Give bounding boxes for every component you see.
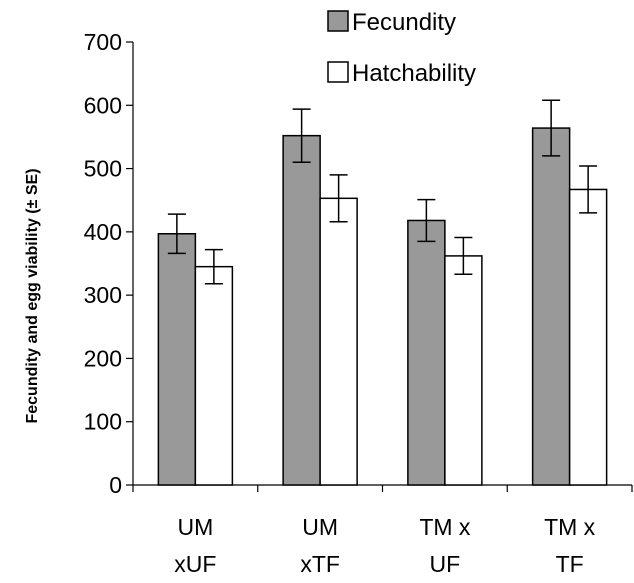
x-category-label-2-line-0: TM x [419, 514, 471, 540]
y-tick-label: 100 [84, 409, 122, 435]
legend-swatch-hatchability [327, 61, 349, 83]
x-category-label-0-line-1: xUF [174, 551, 216, 577]
bar-hatchability-1 [319, 197, 358, 486]
y-tick-label: 700 [84, 29, 122, 55]
y-tick-label: 200 [84, 345, 122, 371]
x-category-label-3-line-0: TM x [544, 514, 596, 540]
legend-label-fecundity: Fecundity [352, 9, 456, 36]
y-tick-label: 600 [84, 92, 122, 118]
x-category-label-1-line-0: UM [302, 514, 338, 540]
bar-fecundity-0 [157, 233, 197, 486]
bar-hatchability-0 [194, 265, 234, 486]
plot-area: 0 100 200 300 400 500 600 700 UM xUF UM xTF TM x UF TM… [84, 29, 633, 577]
y-tick-label: 0 [109, 472, 122, 498]
y-tick-label: 400 [84, 219, 122, 245]
x-category-label-2-line-1: UF [430, 551, 461, 577]
y-axis-title-group: Fecundity and egg viability (± SE) [24, 168, 41, 423]
bar-hatchability-2 [444, 255, 483, 486]
x-category-label-1-line-1: xTF [300, 551, 340, 577]
x-category-label-0-line-0: UM [177, 514, 213, 540]
legend-swatch-fecundity [327, 10, 349, 32]
bar-fecundity-1 [282, 134, 321, 486]
bar-fecundity-2 [407, 219, 446, 486]
bar-hatchability-3 [568, 188, 608, 486]
x-category-label-3-line-1: TF [556, 551, 584, 577]
legend: Fecundity Hatchability [327, 9, 476, 87]
legend-label-hatchability: Hatchability [352, 60, 476, 87]
y-axis-title: Fecundity and egg viability (± SE) [24, 168, 41, 423]
y-tick-label: 300 [84, 282, 122, 308]
y-tick-label: 500 [84, 156, 122, 182]
bar-fecundity-3 [531, 127, 571, 486]
